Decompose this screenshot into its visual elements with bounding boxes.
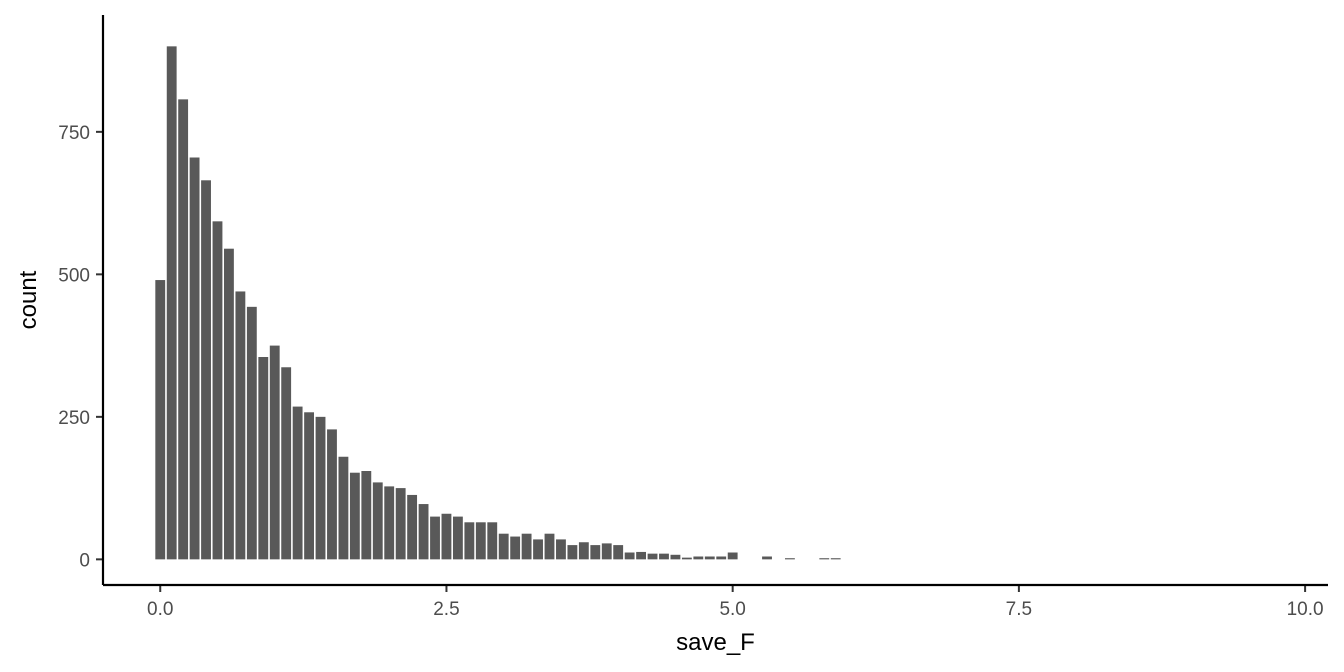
histogram-bar <box>590 545 601 560</box>
histogram-bar <box>304 412 314 560</box>
histogram-bar <box>510 536 521 560</box>
histogram-bar <box>624 552 635 560</box>
histogram-bar <box>681 557 692 560</box>
histogram-bar <box>716 556 727 560</box>
histogram-bar <box>521 533 532 560</box>
histogram-bar <box>327 429 337 560</box>
x-tick-label: 5.0 <box>719 599 745 620</box>
x-tick-label: 0.0 <box>147 599 173 620</box>
x-tick-label: 2.5 <box>433 599 459 620</box>
histogram-bar <box>762 556 772 560</box>
histogram-bar <box>487 522 498 560</box>
histogram-bar <box>636 551 647 560</box>
histogram-bar <box>201 180 211 560</box>
x-tick-label: 10.0 <box>1287 599 1324 620</box>
histogram-bar <box>784 558 795 560</box>
x-axis-ticks: 0.0 2.5 5.0 7.5 10.0 <box>147 585 1324 620</box>
y-axis-title: count <box>15 270 42 329</box>
histogram-bar <box>659 553 669 560</box>
histogram-bar <box>212 221 223 560</box>
bars-layer <box>155 46 841 560</box>
histogram-bar <box>613 545 624 560</box>
y-tick-label: 750 <box>58 123 90 144</box>
histogram-bar <box>155 280 166 560</box>
histogram-bar <box>315 416 326 560</box>
histogram-bar <box>189 157 200 560</box>
histogram-bar <box>647 553 658 560</box>
histogram-bar <box>361 471 372 560</box>
histogram-bar <box>395 488 406 560</box>
x-tick-label: 7.5 <box>1006 599 1032 620</box>
histogram-bar <box>235 291 246 560</box>
histogram-bar <box>464 522 475 560</box>
histogram-bar <box>178 99 189 560</box>
histogram-bar <box>533 539 543 560</box>
histogram-bar <box>556 539 566 560</box>
histogram-bar <box>166 46 177 560</box>
histogram-bar <box>441 513 452 560</box>
histogram-bar <box>224 248 234 560</box>
histogram-bar <box>372 482 383 560</box>
histogram-bar <box>384 486 395 560</box>
histogram-bar <box>830 558 841 560</box>
histogram-bar <box>498 533 509 560</box>
histogram-bar <box>475 522 486 560</box>
histogram-bar <box>269 345 280 560</box>
histogram-bar <box>544 533 555 560</box>
histogram-bar <box>430 516 440 560</box>
histogram-bar <box>246 306 257 560</box>
histogram-bar <box>704 556 715 560</box>
histogram-bar <box>258 357 269 560</box>
histogram-bar <box>727 552 738 560</box>
y-axis-ticks: 0 250 500 750 <box>58 123 103 571</box>
histogram-bar <box>292 406 303 560</box>
histogram-bar <box>338 456 349 560</box>
histogram-bar <box>670 554 681 560</box>
histogram-bar <box>578 542 589 560</box>
y-tick-label: 0 <box>79 550 90 571</box>
x-axis-title: save_F <box>676 629 755 656</box>
y-tick-label: 500 <box>58 265 90 286</box>
histogram-bar <box>567 545 578 560</box>
y-tick-label: 250 <box>58 408 90 429</box>
histogram-bar <box>407 494 418 560</box>
histogram-bar <box>693 556 704 560</box>
histogram-bar <box>601 543 612 560</box>
histogram-bar <box>418 504 429 560</box>
histogram-bar <box>281 367 292 560</box>
histogram-bar <box>452 516 463 560</box>
histogram-bar <box>819 558 830 560</box>
histogram-bar <box>349 472 360 560</box>
